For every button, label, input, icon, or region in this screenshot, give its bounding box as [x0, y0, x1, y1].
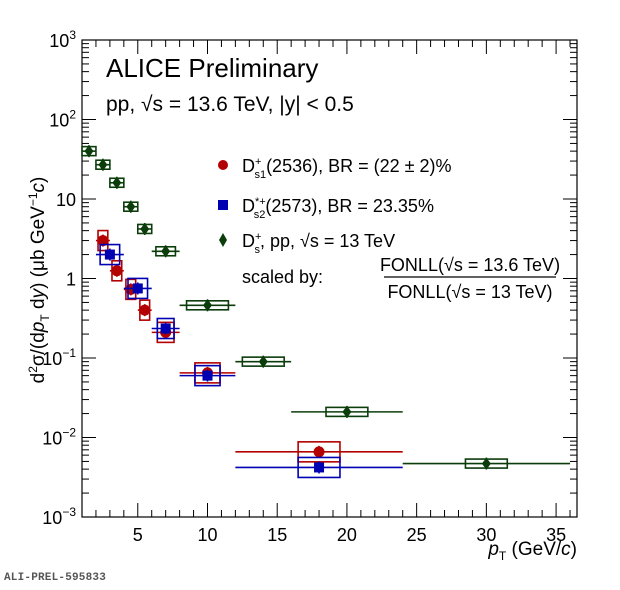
- y-tick-label: 10−2: [42, 426, 76, 449]
- data-point: [342, 405, 352, 418]
- data-point: [258, 355, 268, 368]
- chart-subtitle: pp, √s = 13.6 TeV, |y| < 0.5: [106, 93, 354, 116]
- data-point: [481, 457, 491, 470]
- data-point: [140, 222, 150, 235]
- y-tick-label: 103: [49, 28, 76, 51]
- axes: 5 10 15 20 25 30 35 10−3 10−2 10−1 1 10 102 103: [42, 28, 578, 545]
- x-tick-label: 35: [546, 525, 566, 545]
- legend-entry-ds1: D+ s1(2536), BR = (22 ± 2)%: [242, 156, 452, 181]
- series-diamond: [81, 145, 571, 470]
- y-tick-label: 10: [56, 190, 76, 210]
- legend-marker-diamond: [219, 233, 227, 247]
- x-tick-label: 10: [197, 525, 217, 545]
- data-point: [84, 145, 94, 158]
- data-point: [104, 249, 115, 260]
- legend-fraction-denominator: FONLL(√s = 13 TeV): [387, 282, 552, 302]
- x-tick-label: 20: [337, 525, 357, 545]
- series-square: [95, 243, 403, 479]
- data-point: [112, 176, 122, 189]
- x-axis-label: pT (GeV/c): [487, 539, 577, 563]
- data-point: [202, 370, 213, 381]
- data-point: [202, 299, 212, 312]
- data-point: [126, 200, 136, 213]
- legend-marker-square: [218, 200, 228, 210]
- legend-scaled-by: scaled by:: [242, 267, 323, 287]
- y-tick-label: 1: [66, 270, 76, 290]
- chart-title: ALICE Preliminary: [106, 53, 318, 83]
- legend-fraction-numerator: FONLL(√s = 13.6 TeV): [380, 255, 560, 275]
- y-tick-label: 102: [49, 108, 76, 131]
- data-series: [81, 145, 571, 479]
- data-point: [139, 304, 151, 316]
- legend-entry-ds2: D*+ s2(2573), BR = 23.35%: [242, 196, 434, 221]
- data-point: [98, 158, 108, 171]
- data-point: [313, 446, 325, 458]
- y-tick-label: 10−3: [42, 505, 76, 528]
- watermark: ALI-PREL-595833: [4, 572, 107, 584]
- data-point: [161, 245, 171, 258]
- x-tick-label: 15: [267, 525, 287, 545]
- y-axis-label: d2σ/(dpT dy) (μb GeV−1c): [26, 177, 52, 384]
- data-point: [314, 462, 325, 473]
- data-point: [160, 323, 171, 334]
- legend: D+ s1(2536), BR = (22 ± 2)% D*+ s2(2573), …: [218, 156, 560, 302]
- y-tick-label: 10−1: [42, 346, 76, 369]
- legend-entry-ds: D+ s, pp, √s = 13 TeV: [242, 231, 395, 256]
- x-tick-label: 30: [476, 525, 496, 545]
- x-tick-label: 5: [133, 525, 143, 545]
- x-tick-label: 25: [407, 525, 427, 545]
- data-point: [111, 265, 123, 277]
- series-circle: [95, 229, 403, 463]
- data-point: [132, 283, 143, 294]
- legend-marker-circle: [218, 160, 228, 170]
- data-point: [97, 235, 109, 247]
